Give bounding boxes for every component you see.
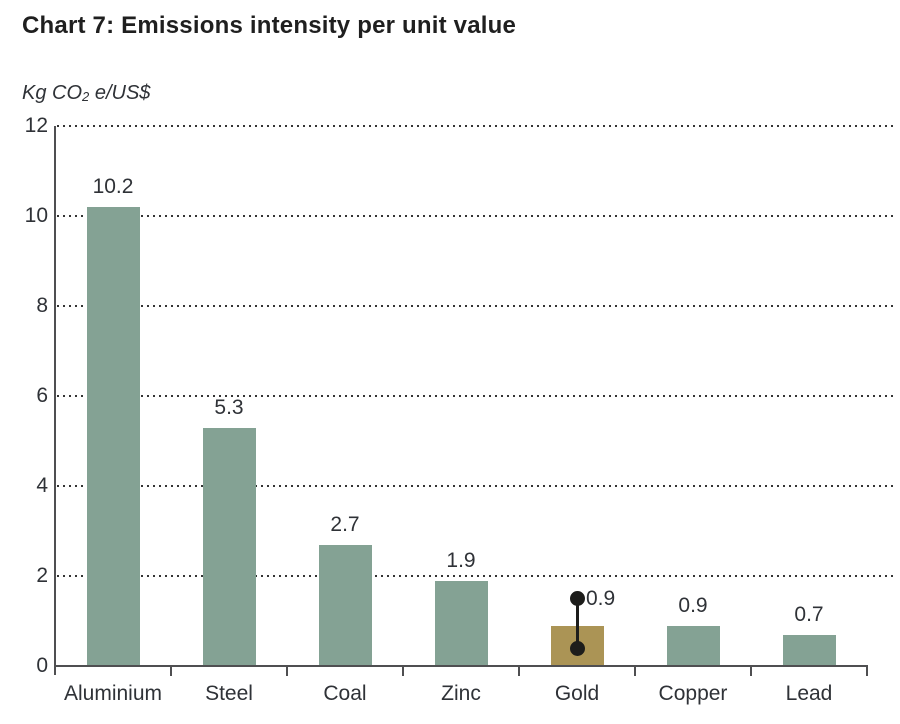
- bar-value-label-zinc: 1.9: [446, 548, 476, 572]
- y-tick-label-10: 10: [24, 204, 48, 227]
- gold-range-marker-dot-bottom: [569, 640, 585, 656]
- bar-value-label-copper: 0.9: [678, 593, 708, 617]
- x-axis-tick-5: [634, 665, 636, 676]
- y-axis-line: [54, 126, 56, 675]
- bar-copper: [666, 625, 720, 666]
- gridline-2: [57, 575, 893, 577]
- category-label-zinc: Zinc: [441, 682, 481, 705]
- category-label-copper: Copper: [658, 682, 728, 705]
- category-label-coal: Coal: [323, 682, 367, 705]
- bar-value-label-coal: 2.7: [330, 512, 360, 536]
- x-axis-tick-7: [866, 665, 868, 676]
- bar-value-label-gold: 0.9: [586, 586, 616, 610]
- bar-coal: [318, 544, 372, 666]
- gridline-4: [57, 485, 893, 487]
- gridline-6: [57, 395, 893, 397]
- x-axis-tick-1: [170, 665, 172, 676]
- y-tick-label-0: 0: [36, 654, 48, 677]
- category-label-gold: Gold: [554, 682, 600, 705]
- chart-title: Chart 7: Emissions intensity per unit va…: [22, 12, 517, 39]
- y-tick-label-2: 2: [36, 564, 48, 587]
- gridline-8: [57, 305, 893, 307]
- y-tick-label-6: 6: [36, 384, 48, 407]
- bar-value-label-lead: 0.7: [794, 602, 824, 626]
- x-axis-tick-2: [286, 665, 288, 676]
- unit-label-subscript: 2: [82, 89, 90, 104]
- bar-value-label-aluminium: 10.2: [92, 175, 134, 198]
- gridline-10: [57, 215, 893, 217]
- x-axis-tick-4: [518, 665, 520, 676]
- x-axis-line: [54, 665, 868, 667]
- bar-lead: [782, 634, 836, 666]
- gold-range-marker-line: [575, 598, 579, 648]
- bar-zinc: [434, 580, 488, 666]
- category-label-steel: Steel: [205, 682, 253, 705]
- y-axis-unit-label: Kg CO2 e/US$: [22, 82, 150, 105]
- y-tick-label-12: 12: [24, 114, 48, 137]
- gold-range-marker-dot-top: [569, 591, 585, 606]
- unit-label-suffix: e/US$: [89, 82, 151, 104]
- bar-steel: [202, 427, 256, 666]
- bar-value-label-steel: 5.3: [214, 395, 244, 419]
- category-label-aluminium: Aluminium: [63, 682, 163, 705]
- category-label-lead: Lead: [785, 682, 833, 705]
- x-axis-tick-3: [402, 665, 404, 676]
- bar-aluminium: [86, 207, 140, 666]
- y-tick-label-8: 8: [36, 294, 48, 317]
- x-axis-tick-6: [750, 665, 752, 676]
- gridline-12: [57, 125, 893, 127]
- y-tick-label-4: 4: [36, 474, 48, 497]
- unit-label-prefix: Kg CO: [22, 82, 83, 104]
